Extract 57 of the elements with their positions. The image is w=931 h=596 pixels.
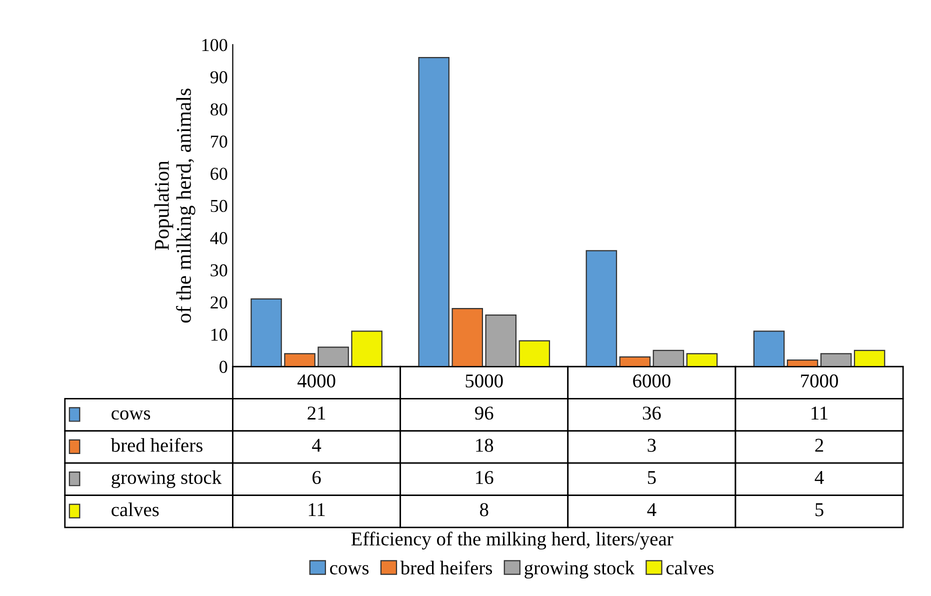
y-tick-label: 80	[210, 103, 228, 116]
data-label: 36	[642, 406, 661, 420]
bar	[753, 330, 785, 367]
y-tick-label: 70	[211, 136, 228, 148]
y-tick-label: 30	[210, 264, 228, 276]
legend-label: growing stock	[112, 470, 222, 488]
data-label: 96	[475, 406, 494, 420]
bar	[586, 250, 618, 367]
legend-label: cows	[112, 410, 150, 420]
y-tick-label: 10	[211, 328, 228, 341]
y-axis-title: Population of the milking herd, animals	[154, 88, 196, 323]
bar	[518, 340, 550, 367]
y-tick-label: 20	[210, 296, 228, 309]
bar	[318, 346, 349, 367]
bar	[820, 353, 852, 367]
data-label: 11	[812, 406, 828, 420]
data-label: 3	[648, 438, 656, 452]
data-label: 4	[814, 471, 824, 484]
y-tick-label: 60	[210, 168, 228, 180]
text: cows	[330, 565, 369, 574]
data-label: 4	[647, 503, 656, 516]
data-label: 2	[815, 438, 824, 452]
y-tick-label: 40	[210, 232, 228, 244]
data-label: 4	[312, 438, 322, 452]
x-tick-label: 6000	[633, 374, 670, 388]
bar	[284, 353, 316, 367]
x-tick-label: 7000	[801, 374, 838, 388]
data-label: 5	[648, 471, 656, 484]
data-label: 21	[308, 406, 326, 420]
bar	[418, 57, 450, 367]
y-tick-label: 90	[210, 71, 228, 84]
x-tick-label: 4000	[297, 374, 336, 388]
bar	[686, 353, 718, 367]
legend-label: calves	[666, 560, 714, 574]
legend-label: bred heifers	[110, 438, 202, 452]
bar	[485, 314, 517, 367]
data-label: 11	[308, 503, 325, 516]
bar	[786, 360, 818, 367]
data-label: 18	[476, 438, 494, 452]
data-label: 6	[312, 470, 321, 484]
text: Efficiency of the milking herd, liters/year	[351, 532, 674, 550]
bar	[619, 356, 651, 367]
data-label: 16	[476, 470, 494, 484]
bar	[351, 330, 382, 367]
y-tick-label: 0	[220, 360, 228, 373]
y-tick-label: 50	[210, 200, 228, 212]
text: bred heifers	[400, 560, 492, 574]
bar	[452, 308, 483, 367]
y-tick-label: 100	[202, 38, 228, 52]
bar	[250, 298, 282, 367]
x-tick-label: 5000	[466, 374, 503, 388]
bar	[854, 350, 886, 367]
data-label: 5	[816, 503, 824, 516]
text: calves	[112, 502, 159, 516]
data-label: 8	[480, 503, 488, 516]
text: growing stock	[524, 560, 635, 578]
bar	[652, 350, 684, 367]
